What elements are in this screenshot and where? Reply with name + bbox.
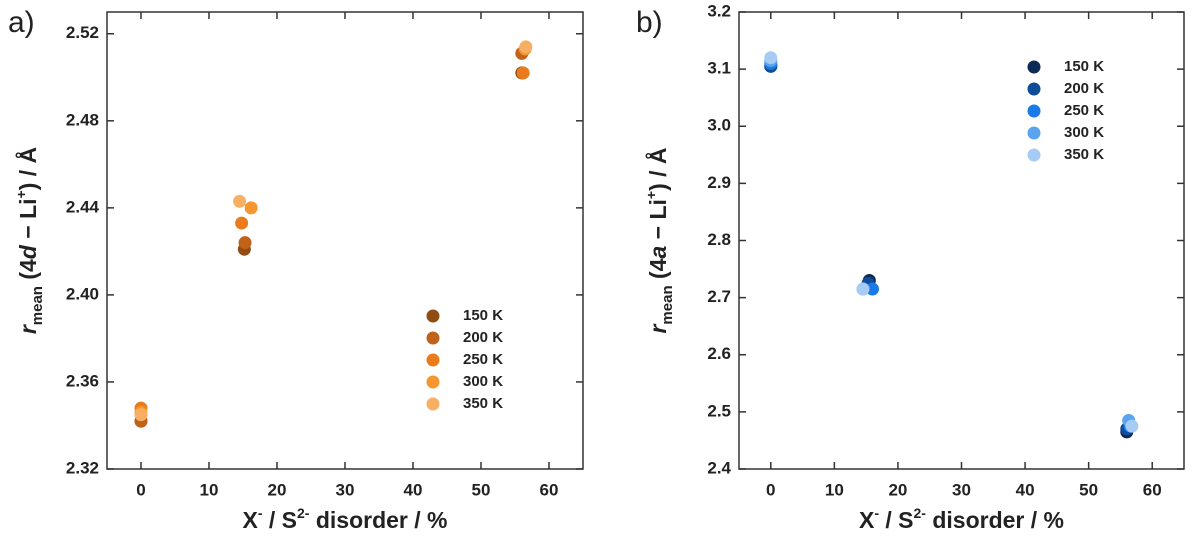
legend-marker <box>426 331 440 345</box>
y-tick-label: 2.52 <box>66 23 99 42</box>
label-part: - <box>874 505 879 521</box>
panel-label: a) <box>8 6 35 39</box>
label-part: + <box>643 191 659 199</box>
legend-label: 250 K <box>1064 102 1104 119</box>
label-part: X <box>859 507 875 533</box>
x-tick-label: 50 <box>1079 480 1098 499</box>
y-tick-label: 2.36 <box>66 371 99 390</box>
label-part: (4 <box>15 259 41 286</box>
label-part: mean <box>29 286 46 325</box>
point <box>235 216 249 230</box>
legend-label: 200 K <box>463 329 503 346</box>
legend-marker <box>1027 82 1041 96</box>
label-part: + <box>13 190 29 198</box>
y-tick-label: 2.7 <box>707 287 731 306</box>
label-part: ) / Å <box>14 147 41 190</box>
x-tick-label: 60 <box>1143 480 1162 499</box>
x-tick-label: 0 <box>136 480 145 499</box>
x-tick-label: 50 <box>472 480 491 499</box>
y-tick-label: 2.48 <box>66 110 99 129</box>
point <box>516 66 530 80</box>
label-part: - <box>258 505 263 521</box>
plot-frame <box>106 11 584 470</box>
y-tick-label: 2.40 <box>66 284 99 303</box>
legend-marker <box>426 397 440 411</box>
x-tick-label: 20 <box>888 480 907 499</box>
legend-label: 150 K <box>1064 58 1104 75</box>
y-tick-label: 3.1 <box>707 59 731 78</box>
y-axis-label: rmean (4a − Li+) / Å <box>643 147 677 333</box>
x-tick-label: 0 <box>766 480 775 499</box>
y-tick-label: 3.2 <box>707 1 731 20</box>
legend-marker <box>1027 126 1041 140</box>
label-part: / S <box>879 507 914 533</box>
x-tick-label: 60 <box>540 480 559 499</box>
label-part: − Li <box>645 199 671 246</box>
label-part: disorder / % <box>926 507 1064 533</box>
legend-marker <box>426 353 440 367</box>
y-tick-label: 2.44 <box>66 197 100 216</box>
legend-marker <box>1027 60 1041 74</box>
y-tick-label: 2.4 <box>707 458 731 477</box>
label-part: (4 <box>645 258 671 285</box>
y-tick-label: 2.8 <box>707 230 731 249</box>
legend-marker <box>1027 104 1041 118</box>
label-part: X <box>242 507 258 533</box>
legend-marker <box>426 375 440 389</box>
chart: b) 2.4 2.5 2.6 2.7 2.8 2.9 3.0 3.1 3.2 0 10 20 30 40 50… <box>636 1 1185 533</box>
y-tick-label: 2.6 <box>707 344 731 363</box>
label-part: 2- <box>914 505 927 521</box>
label-part: mean <box>659 285 676 324</box>
point <box>233 194 247 208</box>
label-part: a <box>645 246 671 259</box>
x-tick-label: 30 <box>952 480 971 499</box>
x-tick-label: 40 <box>404 480 423 499</box>
point <box>764 51 778 65</box>
point <box>866 282 879 296</box>
y-axis-label: rmean (4d − Li+) / Å <box>13 147 47 334</box>
point <box>519 40 533 54</box>
x-tick-label: 40 <box>1016 480 1035 499</box>
point <box>856 282 870 296</box>
legend-label: 200 K <box>1064 80 1104 97</box>
y-tick-label: 2.32 <box>66 458 99 477</box>
panel-label: b) <box>636 6 663 39</box>
legend-label: 150 K <box>463 307 503 324</box>
legend-label: 350 K <box>1064 146 1104 163</box>
legend-marker <box>426 309 440 323</box>
plot-frame <box>738 11 1185 470</box>
legend-label: 350 K <box>463 395 503 412</box>
x-tick-label: 10 <box>825 480 844 499</box>
legend-label: 300 K <box>1064 124 1104 141</box>
label-part: 2- <box>297 505 310 521</box>
legend-label: 250 K <box>463 351 503 368</box>
point <box>244 201 258 215</box>
label-part: ) / Å <box>644 147 671 190</box>
label-part: d <box>15 244 41 259</box>
label-part: − Li <box>15 198 41 245</box>
x-axis-label: X- / S2- disorder / % <box>242 505 447 533</box>
label-part: disorder / % <box>309 507 447 533</box>
label-part: r <box>645 324 671 334</box>
x-axis-label: X- / S2- disorder / % <box>859 505 1064 533</box>
legend-marker <box>1027 148 1041 162</box>
chart: a) 2.32 2.36 2.40 2.44 2.48 2.52 0 10 20 30 40 50 60 X… <box>8 6 584 533</box>
y-tick-label: 2.5 <box>707 401 731 420</box>
point <box>1125 419 1139 433</box>
label-part: r <box>15 324 41 334</box>
y-tick-label: 2.9 <box>707 173 731 192</box>
x-tick-label: 30 <box>336 480 355 499</box>
label-part: / S <box>263 507 298 533</box>
point <box>134 408 148 422</box>
x-tick-label: 20 <box>268 480 287 499</box>
point <box>238 236 252 250</box>
legend-label: 300 K <box>463 373 503 390</box>
x-tick-label: 10 <box>200 480 219 499</box>
y-tick-label: 3.0 <box>707 116 731 135</box>
